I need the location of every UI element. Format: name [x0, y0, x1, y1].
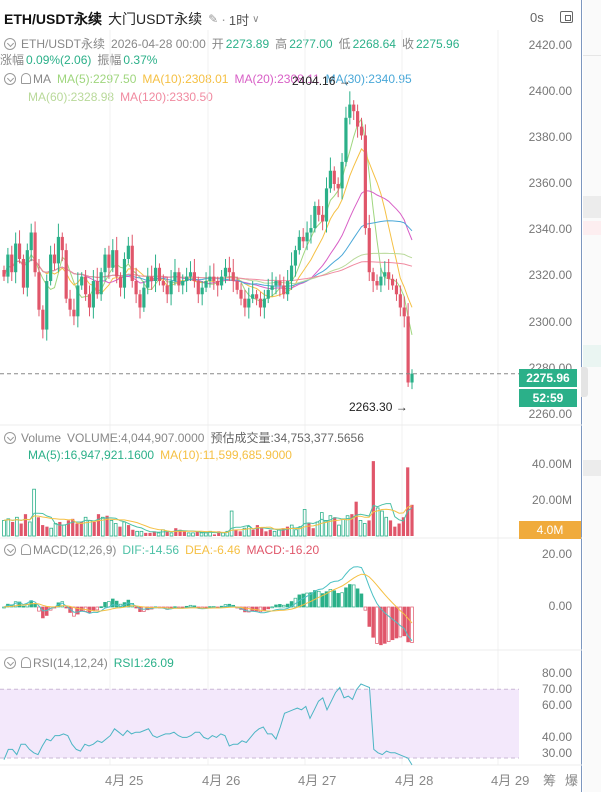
- candlestick-chart[interactable]: [0, 0, 582, 792]
- chip-distribution-button[interactable]: 筹: [543, 773, 557, 788]
- collapse-icon[interactable]: [4, 73, 16, 85]
- x-tick: 4月 29: [491, 773, 530, 788]
- close-value: 2275.96: [416, 37, 460, 51]
- close-label: 收: [401, 37, 414, 51]
- last-price-tag: 2275.96: [519, 369, 577, 387]
- x-tick: 4月 26: [202, 773, 241, 788]
- volume-ma10: MA(10):11,599,685.9000: [160, 448, 292, 462]
- bell-icon[interactable]: [21, 544, 31, 555]
- symbol-title[interactable]: ETH/USDT永续: [4, 11, 102, 27]
- bell-icon[interactable]: [21, 73, 31, 84]
- exchange-subtitle: 大门USDT永续: [108, 11, 203, 27]
- change-label: 涨幅: [0, 53, 25, 67]
- ma5-value: MA(5):2297.50: [57, 72, 137, 86]
- open-label: 开: [211, 37, 224, 51]
- rsi-tick: 40.00: [541, 730, 572, 744]
- ma20-value: MA(20):2308.11: [234, 72, 320, 86]
- macd-tick: 0.00: [548, 599, 572, 613]
- volume-current-tag: 4.0M: [519, 521, 581, 539]
- macd-label: MACD(12,26,9): [33, 543, 117, 557]
- macd-dea: DEA:-6.46: [185, 543, 241, 557]
- high-value: 2277.00: [289, 37, 333, 51]
- ohlc-datetime: 2026-04-28 00:00: [111, 37, 206, 51]
- volume-tick: 20.00M: [531, 493, 572, 507]
- high-label: 高: [275, 37, 288, 51]
- price-tick: 2380.00: [528, 130, 572, 144]
- volume-label: Volume: [21, 431, 62, 445]
- price-tick: 2420.00: [528, 38, 572, 52]
- rsi-tick: 60.00: [541, 698, 572, 712]
- fullscreen-icon[interactable]: [560, 11, 573, 23]
- volume-estimate: 预估成交量:34,753,377.5656: [210, 431, 364, 445]
- countdown-label: 0s: [530, 10, 544, 25]
- ohlc-legend-line2: 涨幅 0.09%(2.06) 振幅 0.37%: [0, 52, 163, 68]
- macd-legend: MACD(12,26,9) DIF:-14.56 DEA:-6.46 MACD:-16…: [4, 542, 325, 558]
- amplitude-label: 振幅: [97, 53, 122, 67]
- price-tick: 2400.00: [528, 84, 572, 98]
- period-low-marker: 2263.30 →: [349, 400, 408, 414]
- volume-tick: 40.00M: [531, 457, 572, 471]
- x-tick: 4月 28: [395, 773, 434, 788]
- separator: ·: [221, 11, 226, 27]
- volume-value: VOLUME:4,044,907.0000: [67, 431, 205, 445]
- rsi-legend: RSI(14,12,24) RSI1:26.09: [4, 655, 180, 671]
- rsi-tick: 80.00: [541, 666, 572, 680]
- ohlc-legend: ETH/USDT永续 2026-04-28 00:00 开 2273.89 高 2277.…: [4, 36, 465, 52]
- side-panel-edge: [583, 0, 601, 792]
- macd-tick: 20.00: [541, 547, 572, 561]
- rsi-tick: 70.00: [541, 682, 572, 696]
- bell-icon[interactable]: [21, 657, 31, 668]
- low-label: 低: [338, 37, 351, 51]
- macd-value: MACD:-16.20: [246, 543, 320, 557]
- amplitude-value: 0.37%: [123, 53, 158, 67]
- edit-icon[interactable]: ✎: [208, 12, 219, 26]
- bar-countdown-tag: 52:59: [519, 389, 577, 407]
- collapse-icon[interactable]: [4, 432, 16, 444]
- open-value: 2273.89: [225, 37, 270, 51]
- volume-ma-legend: MA(5):16,947,921.1600 MA(10):11,599,685.9…: [28, 447, 298, 463]
- ma30-value: MA(30):2340.95: [325, 72, 412, 86]
- price-tick: 2300.00: [528, 315, 572, 329]
- expand-handle[interactable]: [581, 367, 588, 397]
- chevron-down-icon[interactable]: ∨: [252, 13, 260, 25]
- volume-ma5: MA(5):16,947,921.1600: [28, 448, 155, 462]
- price-tick: 2360.00: [528, 176, 572, 190]
- change-value: 0.09%(2.06): [26, 53, 92, 67]
- liquidation-button[interactable]: 爆: [565, 773, 579, 788]
- period-high-marker: 2404.16 →: [292, 74, 351, 88]
- price-tick: 2260.00: [528, 407, 572, 421]
- volume-legend: Volume VOLUME:4,044,907.0000 预估成交量:34,753,…: [4, 430, 370, 446]
- rsi-tick: 30.00: [541, 746, 572, 760]
- ma60-value: MA(60):2328.98: [28, 90, 115, 104]
- ma-legend: MA MA(5):2297.50 MA(10):2308.01 MA(20):2308…: [4, 71, 418, 87]
- x-tick: 4月 27: [298, 773, 337, 788]
- low-value: 2268.64: [352, 37, 396, 51]
- rsi-label: RSI(14,12,24): [33, 656, 108, 670]
- chart-title-bar: ETH/USDT永续 大门USDT永续 ✎ · 1时 ∨: [4, 9, 259, 29]
- collapse-icon[interactable]: [4, 544, 16, 556]
- timeframe-selector[interactable]: 1时: [228, 12, 250, 28]
- x-tick: 4月 25: [105, 773, 144, 788]
- price-tick: 2320.00: [528, 268, 572, 282]
- ma10-value: MA(10):2308.01: [142, 72, 229, 86]
- collapse-icon[interactable]: [4, 657, 16, 669]
- chart-panel: [581, 0, 582, 792]
- ma-legend-line2: MA(60):2328.98 MA(120):2330.50: [28, 89, 219, 105]
- rsi1-value: RSI1:26.09: [113, 656, 174, 670]
- ma120-value: MA(120):2330.50: [120, 90, 213, 104]
- macd-dif: DIF:-14.56: [122, 543, 180, 557]
- collapse-icon[interactable]: [4, 38, 16, 50]
- ohlc-symbol: ETH/USDT永续: [21, 37, 106, 51]
- price-tick: 2340.00: [528, 222, 572, 236]
- ma-label: MA: [33, 72, 51, 86]
